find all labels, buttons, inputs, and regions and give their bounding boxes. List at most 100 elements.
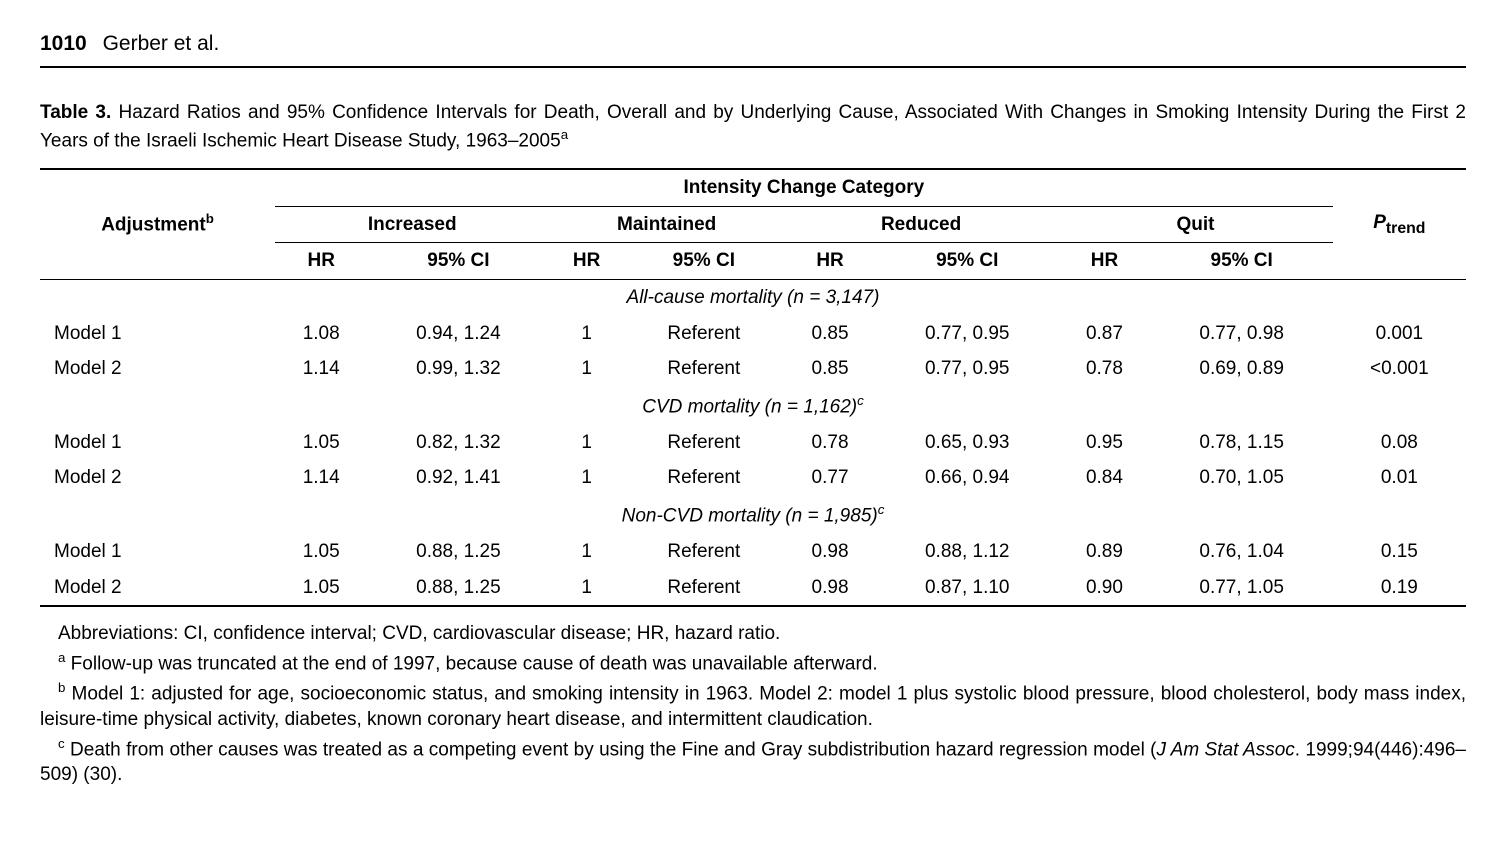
ptrend-sub: trend: [1386, 220, 1426, 237]
footnote-abbrev: Abbreviations: CI, confidence interval; …: [40, 621, 1466, 647]
footnotes: Abbreviations: CI, confidence interval; …: [40, 621, 1466, 788]
cell-hr: 1: [549, 534, 623, 570]
table-row: Model 21.050.88, 1.251Referent0.980.87, …: [40, 570, 1466, 607]
col-ci: 95% CI: [1151, 243, 1333, 280]
col-ci: 95% CI: [876, 243, 1058, 280]
cell-ci: 0.82, 1.32: [367, 425, 549, 461]
cell-hr: 0.77: [784, 460, 876, 496]
cell-hr: 1: [549, 460, 623, 496]
cell-ci: 0.76, 1.04: [1151, 534, 1333, 570]
cell-ci: 0.69, 0.89: [1151, 351, 1333, 387]
row-label: Model 2: [40, 460, 275, 496]
group-maintained: Maintained: [549, 206, 783, 243]
cell-ci: Referent: [624, 570, 784, 607]
cell-ci: Referent: [624, 351, 784, 387]
page-number: 1010: [40, 32, 87, 55]
cell-hr: 0.98: [784, 570, 876, 607]
authors: Gerber et al.: [103, 32, 220, 55]
cell-hr: 0.87: [1058, 316, 1150, 352]
hazard-ratio-table: Adjustmentb Intensity Change Category Pt…: [40, 168, 1466, 607]
group-increased: Increased: [275, 206, 549, 243]
cell-hr: 0.78: [1058, 351, 1150, 387]
cell-hr: 0.90: [1058, 570, 1150, 607]
ptrend-p: P: [1373, 212, 1386, 233]
cell-ci: 0.87, 1.10: [876, 570, 1058, 607]
row-label: Model 1: [40, 425, 275, 461]
cell-ci: Referent: [624, 460, 784, 496]
cell-ci: 0.77, 1.05: [1151, 570, 1333, 607]
footnote-b: b Model 1: adjusted for age, socioeconom…: [40, 679, 1466, 733]
section-header-row: Non-CVD mortality (n = 1,985)c: [40, 496, 1466, 534]
row-header-text: Adjustment: [101, 215, 206, 236]
table-row: Model 21.140.92, 1.411Referent0.770.66, …: [40, 460, 1466, 496]
group-reduced: Reduced: [784, 206, 1058, 243]
table-row: Model 11.050.82, 1.321Referent0.780.65, …: [40, 425, 1466, 461]
cell-ci: 0.92, 1.41: [367, 460, 549, 496]
cell-ci: 0.94, 1.24: [367, 316, 549, 352]
section-title: All-cause mortality (n = 3,147): [40, 279, 1466, 315]
footnote-b-text: Model 1: adjusted for age, socioeconomic…: [40, 683, 1466, 730]
caption-sup: a: [561, 127, 568, 142]
cell-hr: 0.85: [784, 351, 876, 387]
cell-ci: Referent: [624, 425, 784, 461]
section-title: CVD mortality (n = 1,162)c: [40, 387, 1466, 425]
section-header-row: All-cause mortality (n = 3,147): [40, 279, 1466, 315]
caption-label: Table 3.: [40, 102, 111, 123]
table-row: Model 21.140.99, 1.321Referent0.850.77, …: [40, 351, 1466, 387]
cell-ci: 0.77, 0.98: [1151, 316, 1333, 352]
cell-ci: 0.88, 1.25: [367, 570, 549, 607]
cell-hr: 0.85: [784, 316, 876, 352]
cell-ci: 0.77, 0.95: [876, 316, 1058, 352]
cell-ptrend: 0.19: [1333, 570, 1466, 607]
cell-hr: 1: [549, 425, 623, 461]
top-header: Intensity Change Category: [275, 169, 1333, 206]
col-ci: 95% CI: [367, 243, 549, 280]
table-body: All-cause mortality (n = 3,147)Model 11.…: [40, 279, 1466, 606]
cell-ci: 0.66, 0.94: [876, 460, 1058, 496]
cell-ptrend: 0.08: [1333, 425, 1466, 461]
cell-hr: 1: [549, 351, 623, 387]
cell-hr: 0.98: [784, 534, 876, 570]
footnote-c-pre: Death from other causes was treated as a…: [65, 739, 1157, 760]
row-header-sup: b: [206, 211, 214, 226]
cell-hr: 1: [549, 570, 623, 607]
cell-ci: Referent: [624, 534, 784, 570]
cell-hr: 0.95: [1058, 425, 1150, 461]
col-ci: 95% CI: [624, 243, 784, 280]
row-label: Model 2: [40, 351, 275, 387]
cell-hr: 1.05: [275, 570, 367, 607]
footnote-c-sup: c: [58, 736, 65, 751]
table-row: Model 11.050.88, 1.251Referent0.980.88, …: [40, 534, 1466, 570]
cell-ptrend: <0.001: [1333, 351, 1466, 387]
cell-hr: 1: [549, 316, 623, 352]
footnote-c: c Death from other causes was treated as…: [40, 735, 1466, 789]
cell-ptrend: 0.15: [1333, 534, 1466, 570]
cell-ci: 0.88, 1.25: [367, 534, 549, 570]
cell-hr: 1.08: [275, 316, 367, 352]
row-label: Model 1: [40, 534, 275, 570]
caption-text: Hazard Ratios and 95% Confidence Interva…: [40, 102, 1466, 151]
row-header: Adjustmentb: [40, 169, 275, 279]
cell-hr: 1.05: [275, 534, 367, 570]
cell-ptrend: 0.01: [1333, 460, 1466, 496]
cell-ci: Referent: [624, 316, 784, 352]
col-hr: HR: [549, 243, 623, 280]
cell-ptrend: 0.001: [1333, 316, 1466, 352]
group-quit: Quit: [1058, 206, 1332, 243]
section-header-row: CVD mortality (n = 1,162)c: [40, 387, 1466, 425]
cell-hr: 0.84: [1058, 460, 1150, 496]
cell-hr: 1.05: [275, 425, 367, 461]
row-label: Model 2: [40, 570, 275, 607]
cell-ci: 0.78, 1.15: [1151, 425, 1333, 461]
col-hr: HR: [1058, 243, 1150, 280]
col-hr: HR: [275, 243, 367, 280]
cell-ci: 0.65, 0.93: [876, 425, 1058, 461]
cell-ci: 0.88, 1.12: [876, 534, 1058, 570]
table-row: Model 11.080.94, 1.241Referent0.850.77, …: [40, 316, 1466, 352]
footnote-c-ital: J Am Stat Assoc: [1157, 739, 1295, 760]
row-label: Model 1: [40, 316, 275, 352]
table-caption: Table 3. Hazard Ratios and 95% Confidenc…: [40, 100, 1466, 154]
cell-ci: 0.77, 0.95: [876, 351, 1058, 387]
cell-hr: 0.89: [1058, 534, 1150, 570]
section-title: Non-CVD mortality (n = 1,985)c: [40, 496, 1466, 534]
